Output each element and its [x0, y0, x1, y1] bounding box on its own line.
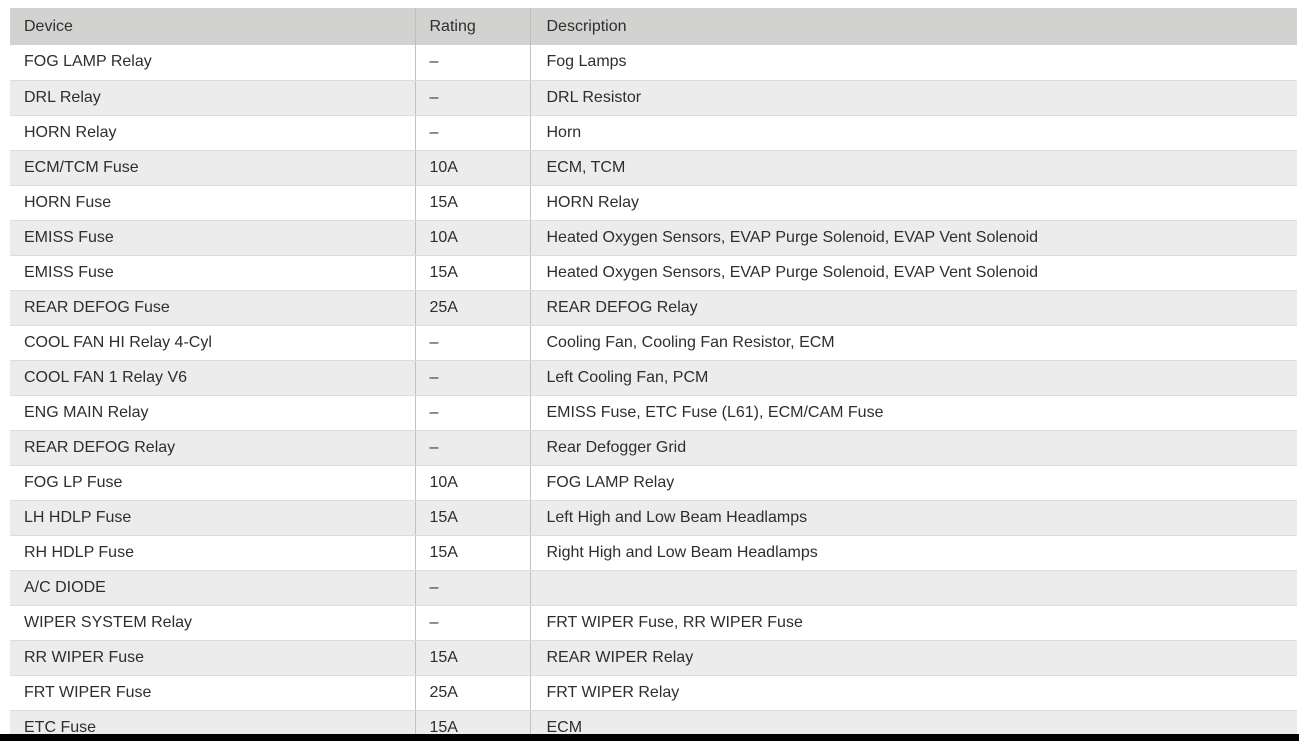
- cell-description: ECM, TCM: [529, 150, 1297, 186]
- table-row: REAR DEFOG Relay – Rear Defogger Grid: [10, 430, 1297, 466]
- table-row: EMISS Fuse 10A Heated Oxygen Sensors, EVAP…: [10, 220, 1297, 256]
- cell-rating: –: [414, 360, 530, 396]
- cell-device: FRT WIPER Fuse: [10, 675, 415, 711]
- table-row: REAR DEFOG Fuse 25A REAR DEFOG Relay: [10, 290, 1297, 326]
- cell-device: FOG LP Fuse: [10, 465, 415, 501]
- cell-description: DRL Resistor: [529, 80, 1297, 116]
- cell-device: HORN Relay: [10, 115, 415, 151]
- cell-description: Heated Oxygen Sensors, EVAP Purge Soleno…: [529, 220, 1297, 256]
- cell-description: EMISS Fuse, ETC Fuse (L61), ECM/CAM Fuse: [529, 395, 1297, 431]
- cell-rating: –: [414, 605, 530, 641]
- table-row: RR WIPER Fuse 15A REAR WIPER Relay: [10, 640, 1297, 676]
- cell-device: FOG LAMP Relay: [10, 45, 415, 81]
- column-header-device: Device: [10, 8, 415, 45]
- cell-device: DRL Relay: [10, 80, 415, 116]
- cell-device: RR WIPER Fuse: [10, 640, 415, 676]
- cell-rating: 15A: [414, 500, 530, 536]
- table-row: HORN Relay – Horn: [10, 115, 1297, 151]
- cell-description: Left Cooling Fan, PCM: [529, 360, 1297, 396]
- column-header-description: Description: [529, 8, 1297, 45]
- cell-description: FRT WIPER Fuse, RR WIPER Fuse: [529, 605, 1297, 641]
- table-row: HORN Fuse 15A HORN Relay: [10, 185, 1297, 221]
- cell-rating: 25A: [414, 290, 530, 326]
- table-row: A/C DIODE –: [10, 570, 1297, 606]
- cell-device: LH HDLP Fuse: [10, 500, 415, 536]
- column-header-rating: Rating: [414, 8, 530, 45]
- cell-description: Heated Oxygen Sensors, EVAP Purge Soleno…: [529, 255, 1297, 291]
- cell-rating: 15A: [414, 640, 530, 676]
- cell-rating: 15A: [414, 535, 530, 571]
- header-row: Device Rating Description: [10, 8, 1297, 45]
- table-row: FOG LAMP Relay – Fog Lamps: [10, 45, 1297, 81]
- cell-device: COOL FAN HI Relay 4-Cyl: [10, 325, 415, 361]
- table-row: COOL FAN 1 Relay V6– Left Cooling Fan, PC…: [10, 360, 1297, 396]
- cell-device: HORN Fuse: [10, 185, 415, 221]
- cell-device: A/C DIODE: [10, 570, 415, 606]
- cell-description: [529, 570, 1297, 606]
- cell-device: ECM/TCM Fuse: [10, 150, 415, 186]
- table-row: RH HDLP Fuse 15A Right High and Low Beam H…: [10, 535, 1297, 571]
- cell-description: REAR WIPER Relay: [529, 640, 1297, 676]
- table-row: ENG MAIN Relay – EMISS Fuse, ETC Fuse (L61…: [10, 395, 1297, 431]
- cell-description: FRT WIPER Relay: [529, 675, 1297, 711]
- cell-device: REAR DEFOG Relay: [10, 430, 415, 466]
- cell-rating: 10A: [414, 150, 530, 186]
- cell-rating: –: [414, 430, 530, 466]
- cell-rating: –: [414, 80, 530, 116]
- cell-device: EMISS Fuse: [10, 220, 415, 256]
- cell-rating: –: [414, 115, 530, 151]
- cell-device: RH HDLP Fuse: [10, 535, 415, 571]
- cell-device: EMISS Fuse: [10, 255, 415, 291]
- cell-rating: –: [414, 45, 530, 81]
- cell-description: FOG LAMP Relay: [529, 465, 1297, 501]
- cell-description: REAR DEFOG Relay: [529, 290, 1297, 326]
- cell-rating: 25A: [414, 675, 530, 711]
- cell-device: ENG MAIN Relay: [10, 395, 415, 431]
- cell-description: Right High and Low Beam Headlamps: [529, 535, 1297, 571]
- fuse-table-body: FOG LAMP Relay – Fog Lamps DRL Relay – DRL Re…: [10, 45, 1297, 741]
- cell-rating: –: [414, 570, 530, 606]
- cell-rating: –: [414, 325, 530, 361]
- fuse-table-header: Device Rating Description: [10, 8, 1297, 45]
- table-row: COOL FAN HI Relay 4-Cyl – Cooling Fan, Coo…: [10, 325, 1297, 361]
- cell-rating: 10A: [414, 220, 530, 256]
- cell-description: Rear Defogger Grid: [529, 430, 1297, 466]
- cell-description: HORN Relay: [529, 185, 1297, 221]
- table-row: FOG LP Fuse 10A FOG LAMP Relay: [10, 465, 1297, 501]
- cell-description: Fog Lamps: [529, 45, 1297, 81]
- cell-rating: 15A: [414, 185, 530, 221]
- table-row: LH HDLP Fuse 15A Left High and Low Beam He…: [10, 500, 1297, 536]
- table-row: ECM/TCM Fuse 10A ECM, TCM: [10, 150, 1297, 186]
- cell-description: Left High and Low Beam Headlamps: [529, 500, 1297, 536]
- cell-description: Cooling Fan, Cooling Fan Resistor, ECM: [529, 325, 1297, 361]
- cell-description: Horn: [529, 115, 1297, 151]
- bottom-window-edge: [0, 734, 1299, 741]
- cell-rating: 15A: [414, 255, 530, 291]
- table-row: EMISS Fuse 15A Heated Oxygen Sensors, EVAP…: [10, 255, 1297, 291]
- cell-device: WIPER SYSTEM Relay: [10, 605, 415, 641]
- cell-device: COOL FAN 1 Relay V6: [10, 360, 415, 396]
- table-row: DRL Relay – DRL Resistor: [10, 80, 1297, 116]
- cell-rating: 10A: [414, 465, 530, 501]
- cell-device: REAR DEFOG Fuse: [10, 290, 415, 326]
- cell-rating: –: [414, 395, 530, 431]
- table-row: FRT WIPER Fuse 25A FRT WIPER Relay: [10, 675, 1297, 711]
- fuse-table: Device Rating Description FOG LAMP Relay…: [10, 8, 1297, 741]
- table-row: WIPER SYSTEM Relay – FRT WIPER Fuse, RR WI…: [10, 605, 1297, 641]
